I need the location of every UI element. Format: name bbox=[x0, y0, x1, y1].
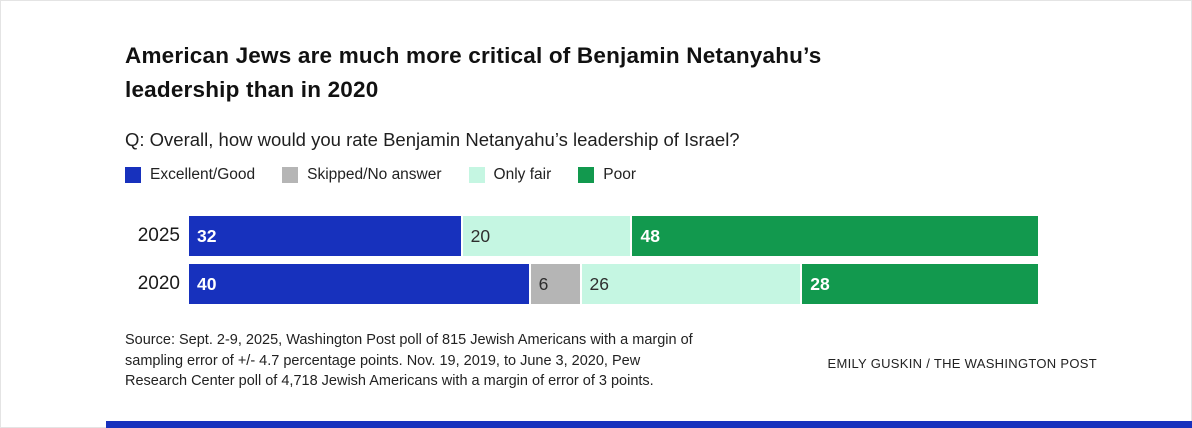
category-label: 2020 bbox=[137, 273, 180, 294]
legend: Excellent/Good Skipped/No answer Only fair… bbox=[125, 166, 636, 184]
bar-row-2025: 2025 32 20 48 bbox=[125, 216, 1038, 256]
value-label: 32 bbox=[197, 225, 217, 246]
source-note: Source: Sept. 2-9, 2025, Washington Post… bbox=[125, 332, 693, 389]
legend-swatch-poor bbox=[578, 167, 595, 183]
bar-segment-poor: 48 bbox=[630, 216, 1038, 256]
bar-row-2020: 2020 40 6 26 28 bbox=[125, 264, 1038, 304]
legend-item: Only fair bbox=[468, 166, 552, 184]
legend-item: Poor bbox=[578, 166, 636, 184]
value-label: 48 bbox=[640, 225, 660, 246]
bar-track: 40 6 26 28 bbox=[189, 264, 1038, 304]
legend-item: Excellent/Good bbox=[125, 166, 255, 184]
legend-swatch-excellent-good bbox=[125, 167, 141, 183]
next-chart-bar-sliver bbox=[106, 421, 1192, 428]
legend-swatch-skipped-no-answer bbox=[282, 167, 299, 183]
legend-label: Only fair bbox=[493, 166, 552, 183]
chart-title: American Jews are much more critical of … bbox=[125, 43, 822, 103]
legend-item: Skipped/No answer bbox=[282, 166, 442, 184]
bar-segment-poor: 28 bbox=[800, 264, 1038, 304]
legend-label: Skipped/No answer bbox=[307, 166, 442, 183]
bar-segment-excellent-good: 40 bbox=[189, 264, 529, 304]
bar-track: 32 20 48 bbox=[189, 216, 1038, 256]
chart-question: Q: Overall, how would you rate Benjamin … bbox=[125, 128, 740, 150]
value-label: 40 bbox=[197, 273, 217, 294]
value-label: 20 bbox=[470, 225, 491, 246]
byline-credit: EMILY GUSKIN / THE WASHINGTON POST bbox=[827, 356, 1097, 371]
bar-segment-skipped-no-answer: 6 bbox=[528, 264, 580, 304]
category-label: 2025 bbox=[137, 225, 180, 246]
value-label: 28 bbox=[810, 273, 830, 294]
legend-label: Poor bbox=[603, 166, 637, 183]
bar-segment-only-fair: 26 bbox=[579, 264, 801, 304]
bar-segment-only-fair: 20 bbox=[460, 216, 631, 256]
bar-segment-excellent-good: 32 bbox=[189, 216, 461, 256]
legend-swatch-only-fair bbox=[468, 167, 485, 183]
legend-label: Excellent/Good bbox=[150, 166, 256, 183]
stacked-bar-chart: 2025 32 20 48 2020 40 6 26 28 bbox=[125, 216, 1038, 312]
value-label: 6 bbox=[538, 273, 549, 294]
value-label: 26 bbox=[589, 273, 609, 294]
